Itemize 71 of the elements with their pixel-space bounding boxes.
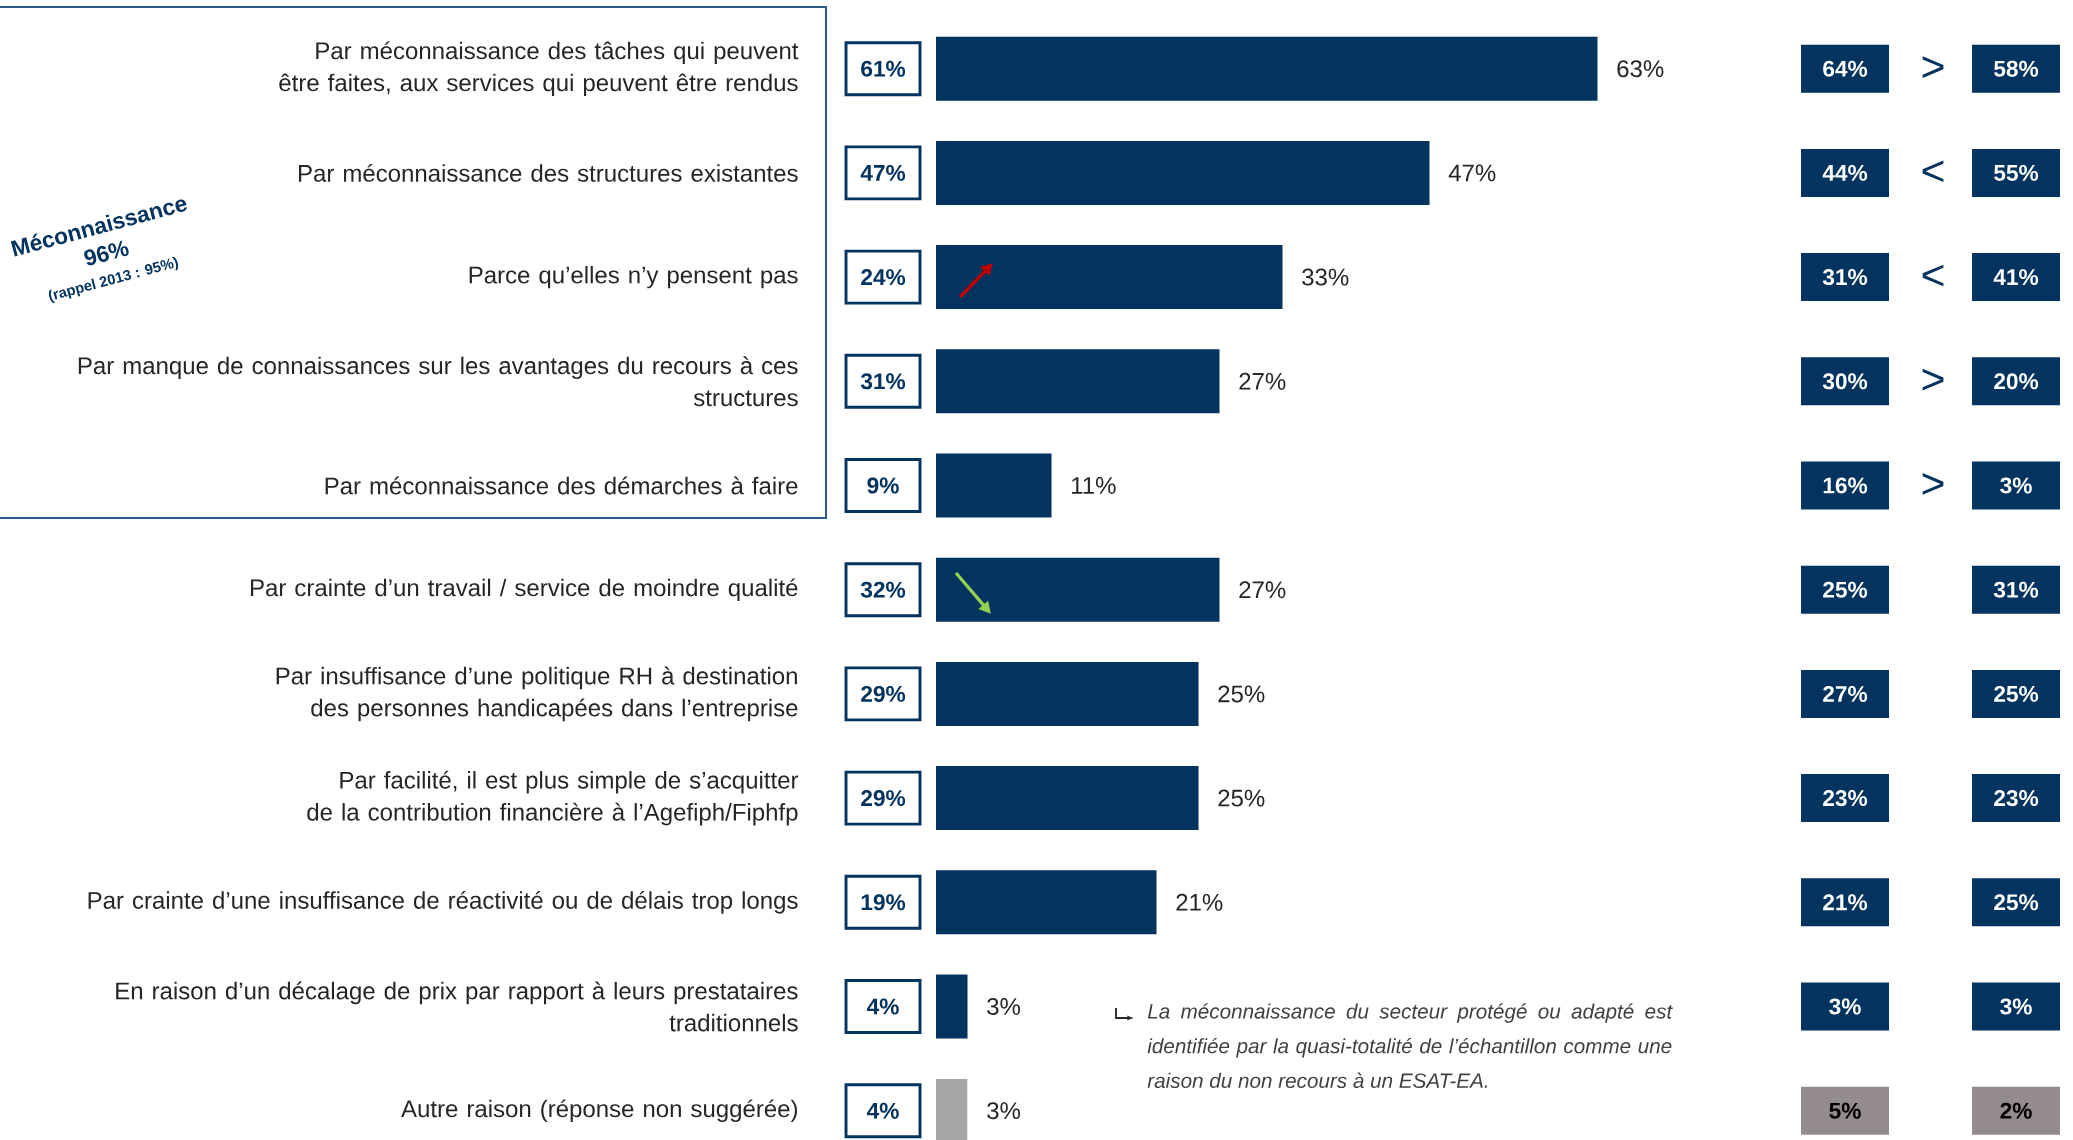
text: 23%: [1994, 790, 2039, 807]
bar: [936, 766, 1199, 831]
text: 25%: [1823, 581, 1868, 598]
text: 29%: [861, 790, 906, 807]
data-label: 63%: [1617, 60, 1664, 78]
y-tick-label: Par méconnaissance des structures existantes: [298, 163, 798, 182]
data-label: 27%: [1239, 581, 1286, 599]
text: 47%: [860, 164, 906, 181]
text: 20%: [1994, 373, 2039, 390]
text: 31%: [1822, 269, 1868, 286]
text: 61%: [861, 60, 906, 77]
data-label: 47%: [1448, 164, 1496, 182]
y-tick-label: Par facilité, il est plus simple de s’acquitter de la contribution financière à l’Agefiph/Fiphfp: [307, 770, 799, 826]
text: 5%: [1829, 1102, 1861, 1119]
text: >: [1922, 56, 1944, 78]
text: <: [1922, 264, 1944, 287]
y-tick-label: Par crainte d’un travail / service de moindre qualité: [250, 578, 798, 602]
data-label: 25%: [1218, 789, 1265, 807]
text: 55%: [1994, 164, 2039, 181]
text: 21%: [1823, 894, 1868, 911]
data-label: 3%: [987, 998, 1021, 1015]
text: 32%: [860, 581, 906, 598]
text: 3%: [2000, 998, 2032, 1015]
bar: [936, 140, 1430, 205]
data-label: 21%: [1176, 893, 1223, 911]
text: 41%: [1993, 269, 2039, 286]
text: 27%: [1823, 685, 1868, 702]
text: 44%: [1822, 164, 1868, 181]
bar: [936, 870, 1157, 935]
text: 4%: [866, 1102, 899, 1119]
text: 23%: [1823, 790, 1868, 807]
bar: [936, 36, 1598, 101]
text: >: [1922, 368, 1944, 391]
text: 16%: [1823, 477, 1868, 494]
text: 3%: [1829, 998, 1861, 1015]
text: 58%: [1994, 60, 2039, 77]
text: 9%: [867, 477, 899, 494]
annotation: La méconnaissance du secteur protégé ou adapté est identifiée par la quasi-totalité de l’échantillon comme une raison du non recours à un ESAT-EA.: [1147, 1003, 1673, 1089]
data-label: 3%: [987, 1102, 1021, 1120]
bar: [936, 245, 1283, 310]
y-tick-label: Autre raison (réponse non suggérée): [401, 1099, 798, 1123]
data-label: 25%: [1218, 685, 1265, 703]
bar: [936, 974, 968, 1039]
bar: [936, 557, 1220, 622]
data-label: 33%: [1302, 268, 1349, 286]
y-tick-label: En raison d’un décalage de prix par rapport à leurs prestataires traditionnels: [116, 981, 798, 1032]
text: 31%: [860, 373, 906, 390]
text: 2%: [2000, 1102, 2032, 1119]
text: 25%: [1994, 894, 2039, 911]
text: 24%: [861, 269, 906, 286]
text: 29%: [861, 685, 906, 702]
y-tick-label: Par crainte d’une insuffisance de réactivité ou de délais trop longs: [88, 890, 798, 914]
text: <: [1922, 160, 1944, 183]
bar: [936, 453, 1052, 518]
y-tick-label: Par manque de connaissances sur les avantages du recours à ces structures: [78, 356, 798, 407]
bar: [936, 349, 1220, 414]
data-label: 27%: [1239, 372, 1286, 390]
text: >: [1922, 473, 1944, 495]
text: 4%: [866, 998, 899, 1015]
text: 31%: [1993, 581, 2039, 598]
text: 3%: [2000, 477, 2032, 494]
bar: [936, 661, 1199, 726]
text: 25%: [1994, 685, 2039, 702]
y-tick-label: Par méconnaissance des démarches à faire: [325, 476, 798, 495]
y-tick-label: Par insuffisance d’une politique RH à destination des personnes handicapées dans l’entreprise: [276, 666, 798, 722]
text: 19%: [861, 894, 906, 911]
text: 64%: [1823, 60, 1868, 77]
y-tick-label: Par méconnaissance des tâches qui peuvent être faites, aux services qui peuvent être rendus: [279, 41, 799, 97]
y-tick-label: Parce qu’elles n’y pensent pas: [469, 265, 798, 289]
text: 30%: [1822, 373, 1868, 390]
data-label: 11%: [1072, 477, 1116, 494]
